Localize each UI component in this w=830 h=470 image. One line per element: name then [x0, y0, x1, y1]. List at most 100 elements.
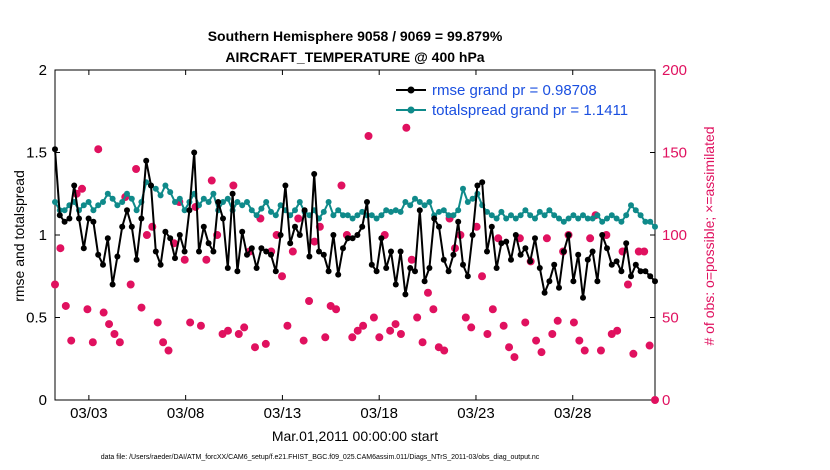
obs-marker [402, 123, 411, 132]
rmse-point [613, 258, 620, 265]
rmse-point [301, 207, 308, 214]
rmse-point [119, 223, 126, 230]
obs-marker [56, 244, 65, 253]
obs-marker [386, 326, 395, 335]
obs-marker [186, 318, 195, 327]
rmse-point [445, 268, 452, 275]
obs-marker [396, 329, 405, 338]
obs-marker [332, 305, 341, 314]
totalspread-point [392, 207, 399, 214]
obs-marker [423, 288, 432, 297]
obs-marker [202, 255, 211, 264]
totalspread-point [469, 195, 476, 202]
totalspread-point [114, 202, 121, 209]
y-tick-label: 2 [39, 62, 47, 79]
totalspread-point [455, 207, 462, 214]
rmse-point [109, 281, 116, 288]
y-axis-label: rmse and totalspread [11, 170, 27, 302]
totalspread-point [450, 212, 457, 219]
totalspread-point [388, 208, 394, 215]
obs-marker [299, 336, 308, 345]
x-tick-label: 03/03 [70, 405, 108, 422]
rmse-point [248, 245, 255, 252]
totalspread-point [248, 207, 255, 214]
totalspread-point [623, 212, 630, 219]
totalspread-point [517, 212, 524, 219]
rmse-point [95, 251, 102, 258]
totalspread-point [263, 199, 270, 205]
totalspread-point [484, 208, 490, 215]
totalspread-point [292, 207, 298, 214]
totalspread-point [61, 207, 68, 214]
totalspread-point [253, 212, 260, 219]
totalspread-point [368, 212, 375, 219]
rmse-point [364, 199, 370, 205]
rmse-point [52, 146, 58, 153]
totalspread-point [90, 207, 97, 214]
obs-marker [569, 318, 578, 327]
totalspread-point [436, 208, 442, 215]
rmse-point [181, 248, 188, 255]
totalspread-point [546, 207, 553, 214]
totalspread-point [325, 199, 332, 205]
rmse-point [402, 291, 409, 298]
rmse-point [244, 251, 250, 258]
rmse-point [306, 253, 313, 260]
obs-marker [580, 346, 589, 355]
obs-marker [88, 338, 97, 347]
rmse-point [647, 273, 654, 280]
rmse-point [128, 223, 135, 230]
obs-marker [542, 234, 551, 243]
totalspread-point [344, 212, 351, 219]
y-tick-label: 1 [39, 227, 47, 244]
obs-marker [483, 329, 492, 338]
rmse-point [277, 232, 284, 238]
rmse-point [541, 289, 548, 296]
totalspread-point [349, 215, 356, 222]
obs-marker [348, 333, 357, 342]
legend-rmse-label: rmse grand pr = 0.98708 [432, 82, 597, 99]
obs-marker [305, 296, 314, 305]
obs-marker [61, 301, 70, 310]
x-tick-label: 03/18 [360, 405, 398, 422]
y-axis-right-label: # of obs: o=possible; ×=assimilated [701, 126, 717, 345]
rmse-point [80, 245, 87, 252]
rmse-point [196, 248, 202, 255]
totalspread-point [589, 215, 596, 222]
obs-marker [510, 353, 519, 362]
totalspread-point [128, 195, 135, 202]
rmse-point [522, 245, 529, 252]
rmse-point [460, 261, 466, 268]
obs-marker [164, 346, 173, 355]
obs-marker [337, 181, 346, 190]
rmse-point [469, 232, 476, 238]
legend-background [392, 78, 650, 122]
rmse-point [580, 294, 586, 301]
x-tick-label: 03/08 [167, 405, 205, 422]
legend-totalspread-marker [407, 106, 415, 114]
totalspread-point [100, 199, 106, 205]
totalspread-point [104, 190, 111, 197]
rmse-point [124, 207, 130, 214]
totalspread-point [556, 215, 562, 222]
data-file-footnote: data file: /Users/raeder/DAI/ATM_forcXX/… [101, 454, 540, 461]
totalspread-point [407, 202, 414, 209]
rmse-point [239, 228, 246, 235]
totalspread-point [378, 212, 385, 219]
rmse-point [229, 190, 236, 197]
obs-marker [99, 308, 108, 317]
totalspread-point [224, 195, 231, 202]
totalspread-point [604, 215, 610, 222]
obs-marker [413, 313, 422, 322]
obs-marker [553, 316, 562, 325]
rmse-point [114, 253, 121, 260]
obs-marker [548, 329, 557, 338]
obs-marker [78, 184, 87, 193]
obs-marker [575, 336, 584, 345]
obs-marker [596, 346, 605, 355]
totalspread-point [52, 199, 58, 205]
totalspread-point [402, 199, 409, 205]
rmse-point [143, 157, 150, 164]
totalspread-point [551, 212, 558, 219]
rmse-point [594, 278, 601, 285]
